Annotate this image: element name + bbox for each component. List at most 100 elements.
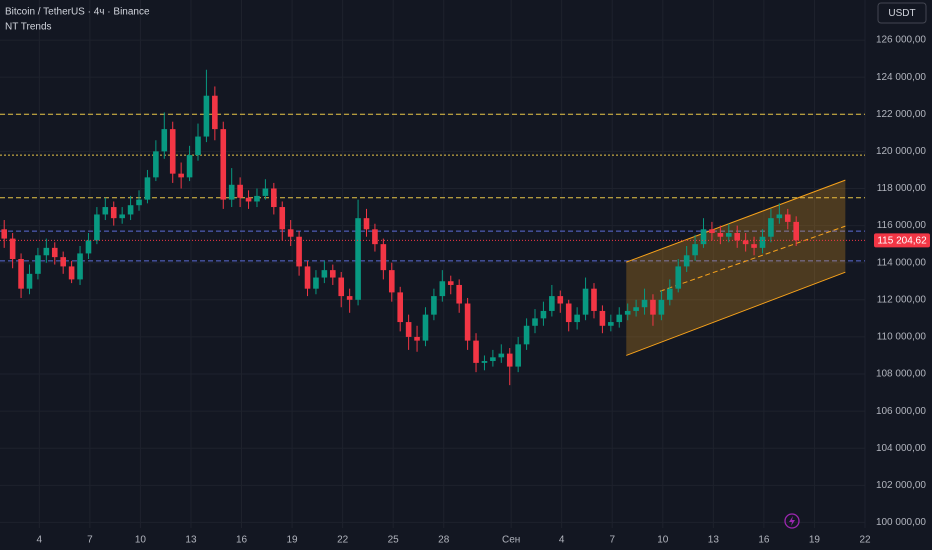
candle-body (262, 188, 269, 196)
x-tick-label: 19 (287, 535, 299, 546)
candle-body (144, 177, 151, 200)
candle-body (1, 229, 8, 239)
candle-body (9, 238, 16, 259)
currency-label[interactable]: USDT (888, 8, 915, 19)
candle-body (675, 266, 682, 289)
y-tick-label: 116 000,00 (877, 220, 927, 231)
candle-body (110, 207, 117, 219)
x-tick-label: 16 (758, 535, 770, 546)
x-tick-label: 7 (609, 535, 615, 546)
candle-body (186, 155, 193, 178)
candle-body (304, 266, 311, 289)
candle-body (515, 344, 521, 367)
candle-body (405, 322, 412, 337)
x-tick-label: 7 (87, 535, 93, 546)
candle-body (624, 310, 631, 315)
candle-body (119, 214, 125, 219)
x-tick-label: 16 (236, 535, 248, 546)
candle-body (60, 257, 66, 267)
candle-body (574, 314, 580, 323)
indicator-name: NT Trends (5, 22, 52, 33)
candle-body (633, 307, 639, 311)
candle-body (279, 207, 286, 230)
candle-body (330, 270, 336, 278)
x-tick-label: 28 (438, 535, 450, 546)
lightning-icon[interactable] (784, 513, 800, 529)
candle-body (641, 299, 648, 308)
x-tick-label: 25 (388, 535, 400, 546)
candle-body (85, 240, 92, 254)
candle-body (136, 199, 142, 206)
candle-body (523, 325, 530, 345)
x-tick-label: 4 (37, 535, 43, 546)
candle-body (102, 207, 109, 215)
candle-body (203, 95, 210, 137)
y-tick-label: 126 000,00 (876, 35, 926, 46)
channel-upper (626, 179, 846, 263)
x-tick-label: 13 (185, 535, 197, 546)
icon-circle[interactable] (784, 513, 800, 529)
candle-body (700, 229, 707, 245)
candle-body (616, 314, 623, 323)
candle-body (473, 340, 479, 363)
candle-body (212, 95, 218, 130)
y-tick-label: 104 000,00 (876, 443, 926, 454)
candle-body (751, 244, 757, 248)
candle-body (43, 247, 50, 256)
candle-body (338, 277, 345, 297)
candle-body (35, 255, 41, 274)
channel-lower (626, 271, 846, 356)
candle-body (692, 244, 698, 256)
candles (1, 69, 799, 386)
candle-body (565, 303, 572, 323)
candle-body (549, 296, 555, 311)
candle-body (784, 214, 791, 222)
currency-button[interactable] (877, 2, 927, 24)
x-tick-label: 19 (809, 535, 821, 546)
candle-body (447, 281, 454, 285)
x-tick-label: 22 (337, 535, 349, 546)
y-tick-label: 102 000,00 (876, 480, 926, 491)
candle-body (313, 277, 319, 289)
x-tick-label: 22 (859, 535, 871, 546)
candle-body (793, 221, 799, 241)
candle-body (18, 258, 24, 289)
y-tick-label: 112 000,00 (877, 294, 927, 305)
candle-body (650, 299, 656, 315)
candle-body (599, 310, 606, 326)
y-tick-label: 114 000,00 (877, 257, 927, 268)
candle-body (94, 214, 100, 241)
candle-body (169, 129, 176, 174)
candle-body (709, 229, 715, 234)
x-tick-label: Сен (502, 535, 520, 546)
candle-body (734, 233, 741, 241)
candle-body (532, 318, 538, 326)
y-tick-label: 108 000,00 (876, 369, 926, 380)
candle-body (287, 229, 294, 237)
icon-bolt[interactable] (789, 516, 795, 526)
candle-body (178, 173, 184, 178)
candle-body (355, 218, 361, 300)
candle-body (506, 353, 513, 367)
candle-body (237, 184, 243, 198)
candle-body (388, 270, 395, 293)
candle-body (658, 299, 665, 315)
candle-body (498, 353, 505, 358)
candle-body (228, 184, 235, 200)
y-tick-label: 106 000,00 (876, 406, 926, 417)
channel-fill (626, 180, 846, 356)
candle-body (51, 247, 58, 258)
candle-body (372, 229, 378, 245)
candle-body (776, 214, 783, 219)
candle-body (439, 281, 446, 297)
candle-body (195, 136, 201, 156)
candle-body (321, 270, 328, 278)
candle-body (380, 244, 387, 271)
candle-body (363, 218, 370, 230)
candle-body (346, 296, 353, 300)
x-tick-label: 10 (657, 535, 669, 546)
price-label-box (874, 233, 930, 248)
candle-body (414, 336, 420, 341)
